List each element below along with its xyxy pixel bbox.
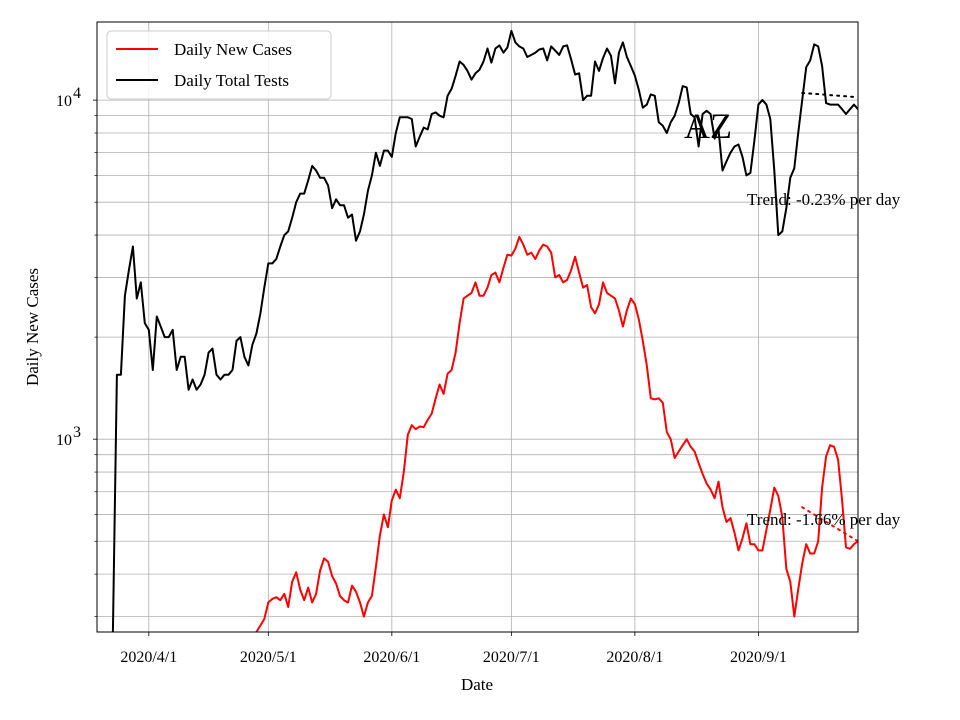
y-tick-label: 10 bbox=[56, 432, 72, 449]
trend-label-cases: Trend: -1.66% per day bbox=[747, 510, 901, 529]
trend-label-tests: Trend: -0.23% per day bbox=[747, 190, 901, 209]
daily-new-cases-line bbox=[255, 235, 858, 632]
y-tick-label-exponent: 4 bbox=[73, 85, 81, 102]
series-layer bbox=[111, 29, 858, 632]
legend: Daily New Cases Daily Total Tests bbox=[106, 30, 332, 100]
plot-frame bbox=[96, 21, 859, 633]
daily-total-tests-line bbox=[111, 29, 858, 632]
x-tick-label: 2020/7/1 bbox=[483, 649, 540, 666]
legend-label-tests: Daily Total Tests bbox=[174, 71, 289, 90]
x-axis-title: Date bbox=[461, 675, 493, 694]
trend-layer bbox=[801, 91, 858, 543]
y-tick-label: 10 bbox=[56, 93, 72, 110]
x-axis: 2020/4/1 2020/5/1 2020/6/1 2020/7/1 2020/8/1… bbox=[120, 632, 787, 666]
grid bbox=[97, 22, 858, 632]
x-tick-label: 2020/6/1 bbox=[363, 649, 420, 666]
daily-total-tests-trend-line bbox=[801, 91, 858, 99]
y-axis-title: Daily New Cases bbox=[23, 268, 42, 386]
x-tick-label: 2020/8/1 bbox=[606, 649, 663, 666]
legend-label-cases: Daily New Cases bbox=[174, 40, 292, 59]
x-tick-label: 2020/5/1 bbox=[240, 649, 297, 666]
x-tick-label: 2020/4/1 bbox=[120, 649, 177, 666]
y-tick-label-exponent: 3 bbox=[73, 424, 81, 441]
state-label: AZ bbox=[684, 106, 732, 146]
x-tick-label: 2020/9/1 bbox=[730, 649, 787, 666]
legend-frame bbox=[106, 30, 332, 100]
